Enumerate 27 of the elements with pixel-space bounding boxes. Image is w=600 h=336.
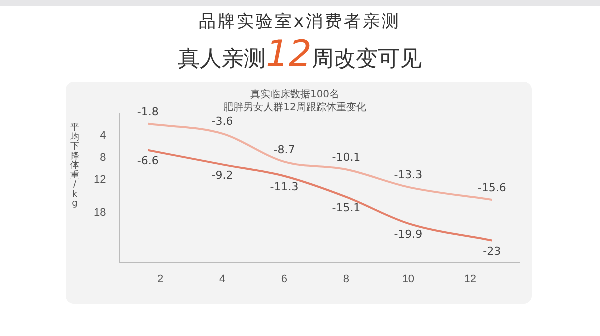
x-tick-label: 10 — [402, 273, 415, 286]
x-tick-label: 4 — [219, 273, 226, 286]
data-label: -15.1 — [332, 202, 361, 215]
text: 真实临床数据100名 — [250, 88, 340, 101]
data-label: -1.8 — [137, 105, 159, 118]
data-label: -15.6 — [478, 181, 506, 194]
x-tick-label: 12 — [464, 273, 477, 286]
data-label: -3.6 — [212, 115, 234, 128]
data-label: -10.1 — [332, 151, 361, 164]
data-label: -19.9 — [394, 228, 423, 242]
annotation: 肥胖男女人群12周跟踪体重变化 — [224, 102, 366, 114]
chart-title: 品牌实验室x消费者亲测 — [198, 11, 402, 33]
x-tick-label: 8 — [343, 273, 350, 286]
y-tick-label: 12 — [94, 174, 106, 186]
data-label: -8.7 — [274, 143, 296, 156]
y-tick-label: 8 — [100, 152, 106, 164]
text: 平均下降体重/kg — [70, 123, 80, 209]
chart-subtitle: 真人亲测12周改变可见 — [178, 34, 422, 75]
data-label: -13.3 — [394, 168, 423, 182]
y-tick-label: 4 — [100, 130, 106, 142]
x-tick-label: 6 — [281, 273, 288, 286]
data-label: -23 — [483, 245, 502, 258]
data-label: -9.2 — [212, 169, 234, 182]
data-label: -6.6 — [137, 154, 159, 168]
y-tick-label: 18 — [94, 207, 106, 220]
x-tick-label: 2 — [157, 273, 164, 286]
data-label: -11.3 — [270, 180, 299, 194]
